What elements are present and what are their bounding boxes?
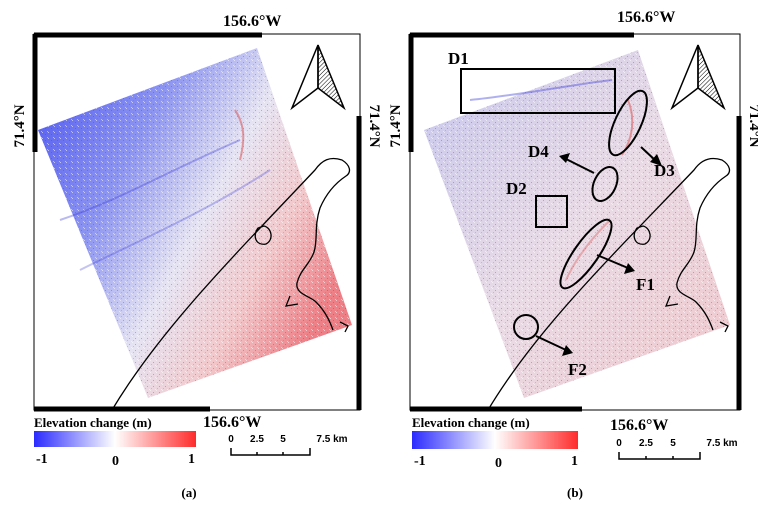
annotation-d2: D2 [506,179,527,198]
elevation-raster-b [424,50,730,398]
scale-tick-3: 7.5 km [706,438,737,449]
longitude-label-top-b: 156.6°W [617,9,675,26]
panel-label-b: (b) [567,485,583,500]
annotation-d1: D1 [448,49,469,68]
legend-max-b: 1 [571,454,578,469]
scale-tick-3: 7.5 km [316,434,347,445]
annotation-d3: D3 [654,161,675,180]
longitude-label-bottom-a: 156.6°W [203,414,261,431]
scalebar-b: 0 2.5 5 7.5 km [616,438,738,460]
latitude-label-left-b: 71.4°N [388,104,404,147]
annotation-f1: F1 [636,275,655,294]
scale-tick-1: 2.5 [639,438,653,449]
legend-min-a: -1 [36,452,48,467]
longitude-label-bottom-b: 156.6°W [610,417,668,434]
panel-label-a: (a) [181,485,196,500]
longitude-label-top-a: 156.6°W [223,13,281,30]
scale-tick-0: 0 [616,438,622,449]
region-f2-ellipse [513,314,539,340]
region-d3-ellipse [608,89,648,157]
panel-b: D1 D3 D4 D2 F1 F2 156.6°W 71.4°N 71.4°N … [388,9,758,500]
legend-title-b: Elevation change (m) [412,415,530,430]
scale-tick-2: 5 [280,434,286,445]
scale-tick-0: 0 [228,434,234,445]
latitude-label-left-a: 71.4°N [12,104,28,147]
region-d2-box [535,195,568,228]
north-arrow-icon [670,44,726,111]
legend-colorbar-a [34,431,196,447]
region-f1-ellipse [559,218,613,290]
legend-max-a: 1 [188,452,195,467]
legend-title-a: Elevation change (m) [34,415,152,430]
north-arrow-icon [290,44,346,111]
scale-tick-1: 2.5 [250,434,264,445]
region-d1-box [460,68,616,114]
scale-tick-2: 5 [670,438,676,449]
annotations-b [460,68,657,351]
coastline-a [111,157,351,411]
legend-mid-b: 0 [495,456,502,471]
legend-mid-a: 0 [112,454,119,469]
legend-min-b: -1 [414,454,426,469]
legend-colorbar-b [412,431,578,449]
latitude-label-right-b: 71.4°N [746,104,758,147]
arrowheads-b [559,153,662,356]
panel-a: 156.6°W 71.4°N 71.4°N 156.6°W Elevation … [12,13,382,500]
scalebar-a: 0 2.5 5 7.5 km [228,434,348,456]
elevation-raster-a [38,48,352,398]
region-d4-ellipse [591,166,619,202]
latitude-label-right-a: 71.4°N [366,104,382,147]
annotation-d4: D4 [528,142,549,161]
coastline-b [487,157,731,411]
annotation-f2: F2 [568,360,587,379]
